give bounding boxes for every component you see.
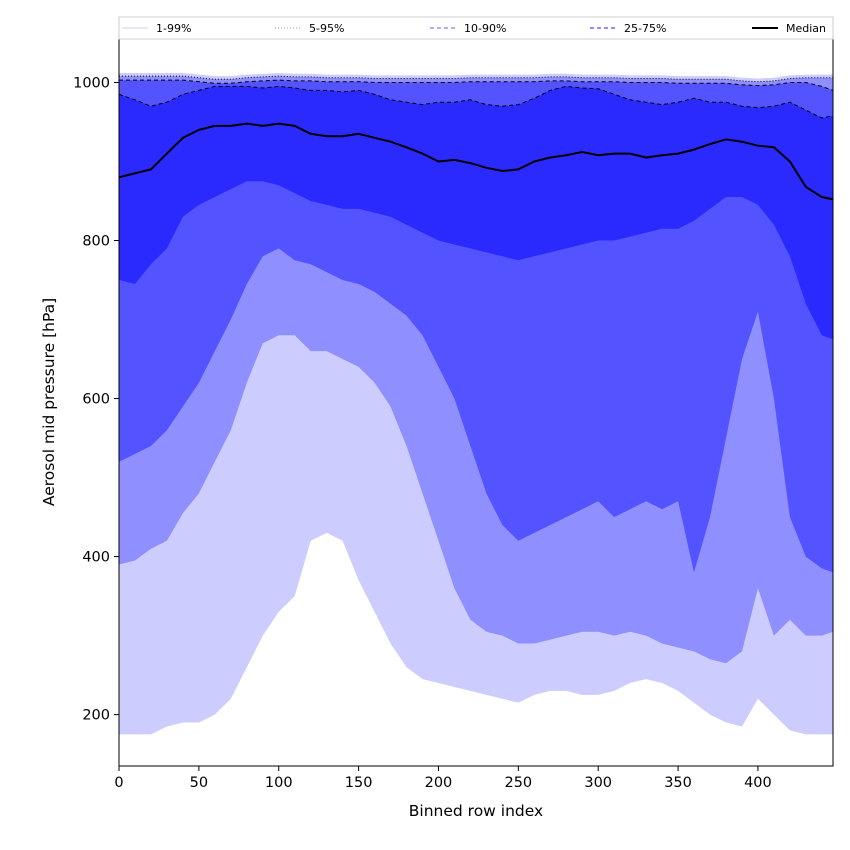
band-25-75 (119, 86, 833, 340)
x-tick-label: 50 (190, 775, 208, 791)
legend-label: Median (786, 22, 826, 35)
y-axis-ticks: 200 400 600 800 1000 (73, 75, 119, 724)
edge-5-95 (119, 75, 833, 83)
legend-label: 25-75% (624, 22, 666, 35)
y-tick-label: 200 (82, 708, 110, 724)
x-tick-label: 150 (345, 775, 373, 791)
x-axis-label: Binned row index (409, 802, 543, 820)
x-tick-label: 350 (664, 775, 692, 791)
x-tick-label: 0 (114, 775, 123, 791)
edge-25-75 (118, 85, 834, 119)
percentile-bands (118, 73, 834, 735)
legend-label: 1-99% (156, 22, 191, 35)
y-tick-label: 1000 (73, 75, 110, 91)
x-axis-ticks: 0 50 100 150 200 250 300 350 400 (114, 766, 772, 791)
median-layer (118, 122, 834, 201)
x-tick-label: 100 (265, 775, 293, 791)
legend-label: 10-90% (464, 22, 506, 35)
edge-10-90 (119, 79, 834, 91)
x-tick-label: 200 (425, 775, 453, 791)
y-tick-label: 600 (82, 392, 110, 408)
y-tick-label: 800 (82, 234, 110, 250)
legend-label: 5-95% (309, 22, 344, 35)
x-tick-label: 250 (504, 775, 532, 791)
median-line (118, 122, 834, 201)
x-tick-label: 400 (744, 775, 772, 791)
x-tick-label: 300 (584, 775, 612, 791)
legend-box (118, 16, 834, 40)
y-tick-label: 400 (82, 550, 110, 566)
y-axis-label: Aerosol mid pressure [hPa] (40, 298, 58, 506)
legend: 1-99% 5-95% 10-90% 25-75% Median (118, 16, 834, 40)
